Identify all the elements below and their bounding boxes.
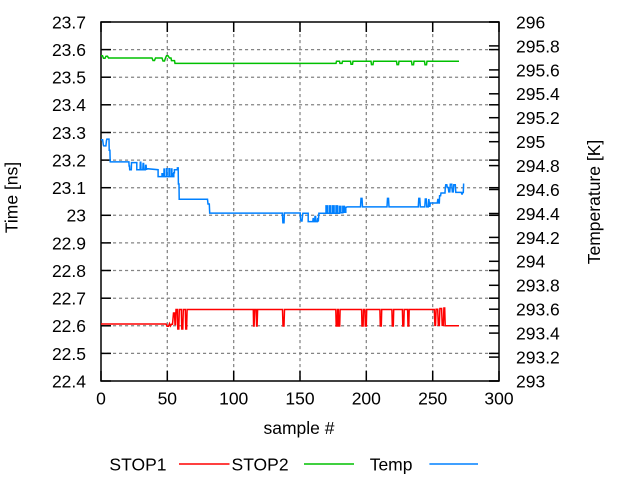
svg-text:293: 293	[516, 371, 545, 391]
svg-text:STOP1: STOP1	[109, 454, 166, 474]
svg-text:23.6: 23.6	[52, 40, 86, 60]
svg-text:23.1: 23.1	[52, 178, 86, 198]
svg-text:293.2: 293.2	[516, 348, 560, 368]
svg-text:Temp: Temp	[370, 454, 413, 474]
svg-text:200: 200	[352, 389, 381, 409]
svg-text:294: 294	[516, 252, 545, 272]
svg-text:STOP2: STOP2	[232, 454, 289, 474]
svg-text:Temperature [K]: Temperature [K]	[584, 140, 604, 265]
svg-text:22.5: 22.5	[52, 344, 86, 364]
svg-text:295.6: 295.6	[516, 60, 560, 80]
svg-text:0: 0	[96, 389, 106, 409]
svg-text:23.2: 23.2	[52, 151, 86, 171]
svg-text:295.4: 295.4	[516, 84, 560, 104]
svg-text:23.3: 23.3	[52, 123, 86, 143]
svg-text:50: 50	[158, 389, 178, 409]
svg-text:250: 250	[418, 389, 447, 409]
svg-text:295.2: 295.2	[516, 108, 560, 128]
svg-text:294.6: 294.6	[516, 180, 560, 200]
svg-text:22.7: 22.7	[52, 289, 86, 309]
svg-text:22.9: 22.9	[52, 233, 86, 253]
svg-text:23: 23	[67, 206, 86, 226]
svg-text:Time [ns]: Time [ns]	[2, 162, 22, 233]
svg-text:100: 100	[219, 389, 248, 409]
svg-text:22.8: 22.8	[52, 261, 86, 281]
svg-text:294.8: 294.8	[516, 156, 560, 176]
svg-text:22.4: 22.4	[52, 371, 86, 391]
svg-text:296: 296	[516, 12, 545, 32]
svg-text:293.6: 293.6	[516, 300, 560, 320]
svg-text:294.4: 294.4	[516, 204, 560, 224]
svg-text:22.6: 22.6	[52, 316, 86, 336]
svg-text:300: 300	[484, 389, 513, 409]
svg-text:23.7: 23.7	[52, 12, 86, 32]
svg-text:23.4: 23.4	[52, 95, 86, 115]
svg-text:294.2: 294.2	[516, 228, 560, 248]
svg-text:293.8: 293.8	[516, 276, 560, 296]
svg-text:23.5: 23.5	[52, 68, 86, 88]
svg-text:295: 295	[516, 132, 545, 152]
svg-text:150: 150	[285, 389, 314, 409]
svg-text:295.8: 295.8	[516, 36, 560, 56]
svg-text:sample #: sample #	[263, 418, 334, 438]
svg-text:293.4: 293.4	[516, 324, 560, 344]
